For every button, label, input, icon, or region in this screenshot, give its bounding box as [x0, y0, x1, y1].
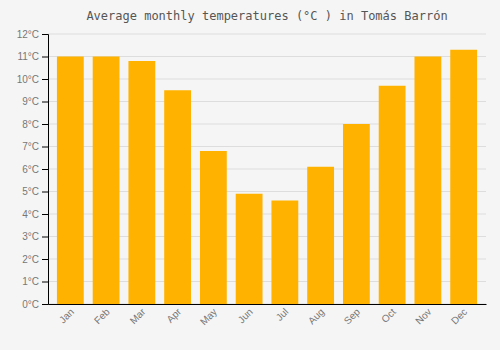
x-tick: Sep — [342, 306, 363, 327]
x-tick-label: Feb — [92, 306, 112, 326]
x-tick: May — [198, 306, 219, 327]
x-tick: Jan — [57, 306, 76, 325]
y-tick: 1°C — [22, 276, 48, 287]
bar — [343, 124, 370, 304]
bar — [307, 167, 334, 304]
y-tick: 10°C — [17, 74, 48, 85]
bars — [57, 50, 477, 304]
y-tick-label: 5°C — [22, 186, 39, 197]
y-tick-label: 9°C — [22, 96, 39, 107]
y-tick: 2°C — [22, 254, 48, 265]
x-tick-label: Jun — [236, 306, 255, 325]
x-tick: Feb — [92, 306, 112, 326]
y-tick-label: 0°C — [22, 299, 39, 310]
x-tick: Jun — [236, 306, 255, 325]
y-tick-mark — [42, 79, 48, 80]
x-tick-label: Dec — [449, 306, 469, 326]
y-tick: 12°C — [17, 29, 48, 40]
bar — [271, 201, 298, 305]
x-tick-label: Mar — [128, 306, 148, 326]
x-tick: Jul — [274, 306, 291, 323]
title: Average monthly temperatures (°C ) in To… — [86, 9, 447, 23]
y-tick-mark — [42, 237, 48, 238]
bar — [93, 57, 120, 305]
y-tick: 4°C — [22, 209, 48, 220]
y-tick-label: 2°C — [22, 254, 39, 265]
x-tick: Apr — [164, 306, 183, 325]
y-tick-label: 6°C — [22, 164, 39, 175]
y-tick-mark — [42, 34, 48, 35]
x-tick: Mar — [128, 306, 148, 326]
y-tick: 9°C — [22, 96, 48, 107]
x-tick-label: Jul — [274, 306, 291, 323]
y-tick-mark — [42, 259, 48, 260]
y-tick-mark — [42, 57, 48, 58]
bar — [450, 50, 477, 304]
x-tick-label: Sep — [342, 306, 363, 327]
y-tick: 3°C — [22, 231, 48, 242]
y-tick-label: 4°C — [22, 209, 39, 220]
bar — [57, 57, 84, 305]
y-tick-mark — [42, 169, 48, 170]
y-axis: 0°C 1°C 2°C 3°C 4°C 5°C 6°C 7°C 8°C 9°C 10°C 11°C 12… — [17, 29, 49, 310]
x-tick: Nov — [413, 306, 433, 326]
y-tick-mark — [42, 282, 48, 283]
x-tick-label: May — [198, 306, 219, 327]
y-tick-label: 11°C — [17, 51, 39, 62]
x-tick-label: Apr — [164, 306, 183, 325]
y-tick-label: 8°C — [22, 119, 39, 130]
x-axis: Jan Feb Mar Apr May Jun Jul Aug Sep Oct Nov Dec — [49, 305, 487, 328]
bar — [164, 90, 191, 304]
y-tick-mark — [42, 304, 48, 305]
x-tick: Dec — [449, 306, 469, 326]
y-tick-label: 1°C — [22, 276, 39, 287]
x-tick-label: Aug — [306, 306, 326, 326]
bar — [414, 57, 441, 305]
y-tick: 0°C — [22, 299, 48, 310]
x-tick-label: Oct — [379, 306, 398, 325]
bar — [200, 151, 227, 304]
x-axis-line — [49, 304, 487, 305]
y-tick: 11°C — [17, 51, 48, 62]
y-axis-line — [42, 35, 49, 305]
bar — [379, 86, 406, 304]
y-tick: 5°C — [22, 186, 48, 197]
y-tick: 7°C — [22, 141, 48, 152]
grid — [48, 34, 486, 304]
x-tick: Oct — [379, 306, 398, 325]
bar — [128, 61, 155, 304]
bar — [236, 194, 263, 304]
y-tick-mark — [42, 192, 48, 193]
y-tick-label: 3°C — [22, 231, 39, 242]
y-tick-mark — [42, 214, 48, 215]
y-tick: 8°C — [22, 119, 48, 130]
plot: 0°C 1°C 2°C 3°C 4°C 5°C 6°C 7°C 8°C 9°C 10°C 11°C 12… — [17, 29, 487, 328]
x-tick: Aug — [306, 306, 326, 326]
x-tick-label: Nov — [413, 306, 433, 326]
y-tick-mark — [42, 124, 48, 125]
grid-line — [48, 34, 486, 35]
y-tick-mark — [42, 102, 48, 103]
y-tick: 6°C — [22, 164, 48, 175]
x-tick-label: Jan — [57, 306, 76, 325]
y-tick-mark — [42, 147, 48, 148]
y-tick-label: 10°C — [17, 74, 39, 85]
y-tick-label: 12°C — [17, 29, 39, 40]
y-tick-label: 7°C — [22, 141, 39, 152]
chart: 0°C 1°C 2°C 3°C 4°C 5°C 6°C 7°C 8°C 9°C 10°C 11°C 12… — [0, 0, 500, 350]
